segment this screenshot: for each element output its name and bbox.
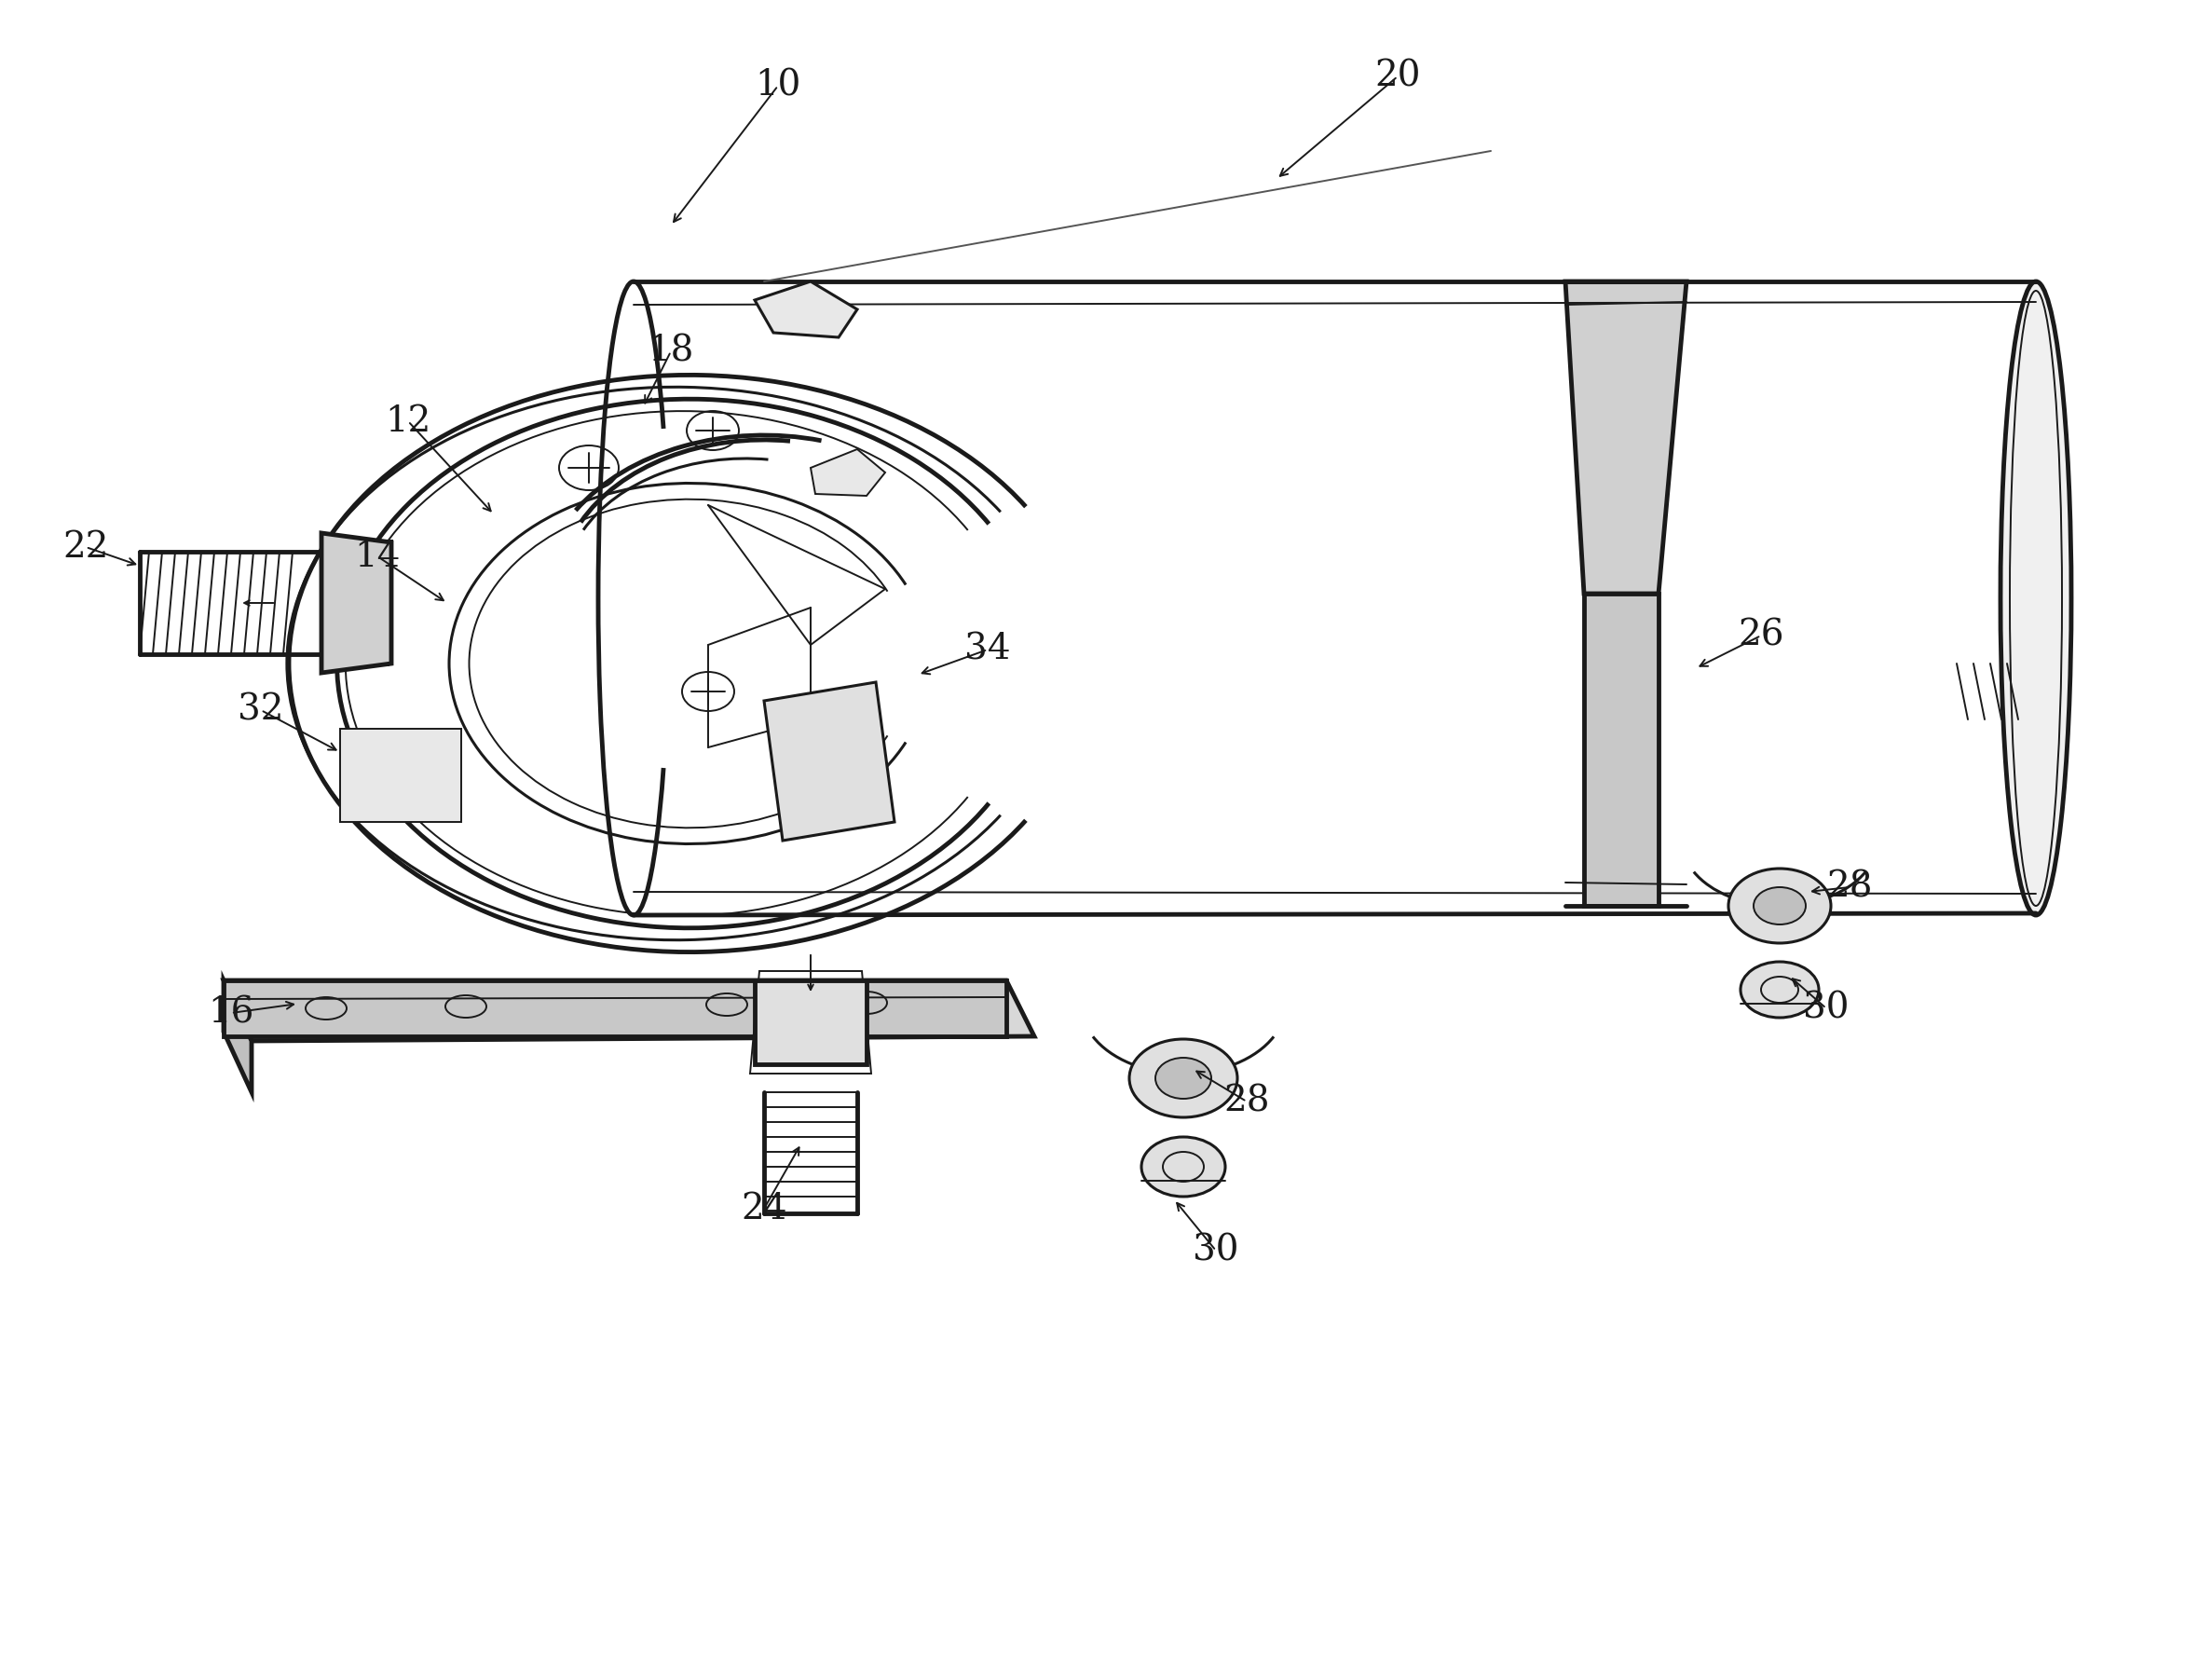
- Text: 32: 32: [239, 693, 283, 728]
- Text: 30: 30: [1192, 1234, 1239, 1268]
- Text: 12: 12: [385, 404, 431, 439]
- Ellipse shape: [1155, 1057, 1212, 1099]
- Ellipse shape: [1741, 962, 1818, 1017]
- Polygon shape: [754, 980, 867, 1064]
- Ellipse shape: [1130, 1039, 1237, 1117]
- Text: 24: 24: [741, 1191, 787, 1226]
- Polygon shape: [321, 533, 392, 673]
- Polygon shape: [810, 449, 885, 496]
- Ellipse shape: [1754, 887, 1805, 925]
- Polygon shape: [754, 282, 858, 337]
- Ellipse shape: [1728, 868, 1832, 944]
- Text: 14: 14: [354, 539, 400, 573]
- Text: 22: 22: [62, 529, 108, 564]
- Text: 28: 28: [1223, 1084, 1270, 1119]
- Text: 10: 10: [754, 68, 801, 104]
- Text: 26: 26: [1739, 618, 1785, 653]
- Text: 20: 20: [1374, 58, 1420, 94]
- Polygon shape: [1566, 282, 1686, 593]
- Polygon shape: [1584, 593, 1659, 905]
- Polygon shape: [223, 980, 252, 1092]
- Polygon shape: [341, 728, 462, 822]
- Ellipse shape: [2000, 282, 2070, 915]
- Text: 18: 18: [648, 334, 695, 369]
- Ellipse shape: [1141, 1137, 1225, 1197]
- Text: 34: 34: [964, 633, 1011, 666]
- Text: 16: 16: [208, 995, 254, 1030]
- Polygon shape: [321, 543, 387, 663]
- Polygon shape: [763, 681, 894, 840]
- Text: 30: 30: [1803, 990, 1849, 1025]
- Polygon shape: [223, 980, 1006, 1037]
- Text: 28: 28: [1827, 870, 1874, 905]
- Polygon shape: [223, 980, 1035, 1040]
